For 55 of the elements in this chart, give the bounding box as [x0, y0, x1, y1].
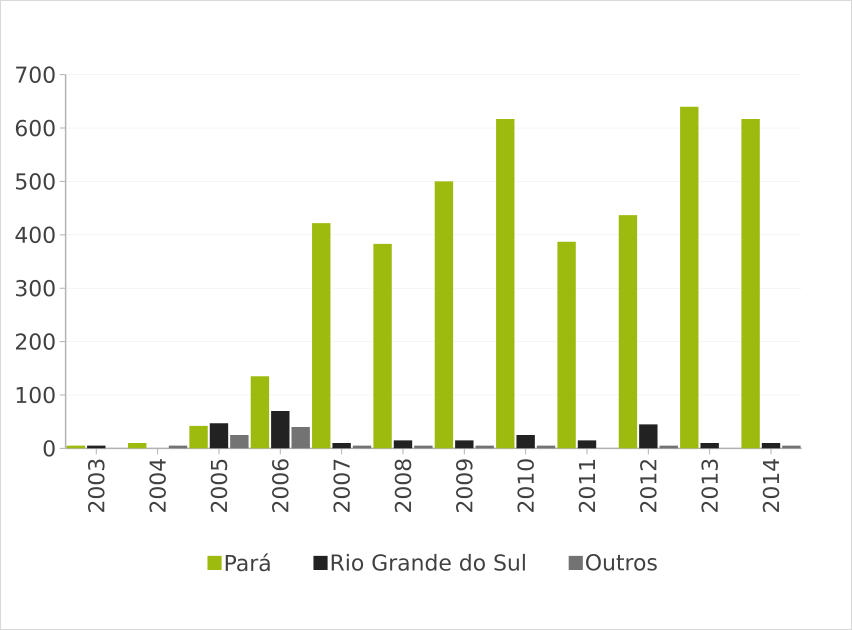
bar — [618, 215, 638, 448]
x-tick-label: 2004 — [149, 459, 166, 512]
bar — [414, 446, 433, 448]
y-tick-label: 200 — [16, 333, 55, 350]
bar — [578, 440, 596, 448]
x-tick-label: 2003 — [88, 460, 105, 512]
x-tick-label: 2008 — [394, 459, 412, 512]
bar — [782, 446, 801, 448]
x-tick-label: 2013 — [701, 460, 718, 512]
legend-label: Rio Grande do Sul — [332, 554, 525, 571]
bar — [741, 118, 760, 448]
bar — [250, 376, 270, 448]
bar — [557, 242, 576, 448]
bar — [680, 106, 698, 448]
legend-label: Outros — [586, 554, 657, 571]
bar — [496, 118, 514, 448]
x-tick-label: 2005 — [210, 460, 228, 512]
bar — [168, 446, 188, 448]
y-tick-label: 100 — [16, 386, 55, 404]
bar — [516, 434, 535, 448]
x-tick-label: 2009 — [456, 459, 473, 512]
x-tick-label: 2010 — [517, 459, 534, 512]
bar — [455, 440, 474, 448]
bar — [352, 446, 372, 448]
bar — [700, 443, 719, 448]
bar — [373, 244, 392, 448]
bar — [660, 446, 678, 448]
x-tick-label: 2006 — [272, 459, 289, 512]
x-tick-label: 2014 — [762, 459, 780, 512]
bar — [476, 446, 494, 448]
x-tick-label: 2012 — [640, 460, 657, 512]
y-tick-label: 600 — [16, 120, 55, 136]
y-tick-label: 0 — [44, 440, 55, 457]
bar — [291, 426, 310, 448]
bar — [434, 181, 454, 448]
bar — [271, 410, 290, 448]
y-tick-label: 500 — [16, 173, 55, 190]
bar — [332, 443, 351, 448]
bar — [536, 446, 556, 448]
y-tick-label: 700 — [16, 66, 55, 83]
x-tick-label: 2011 — [578, 460, 596, 512]
bar — [189, 426, 208, 448]
x-tick-label: 2007 — [333, 460, 350, 512]
bar — [210, 423, 228, 448]
bar — [762, 443, 780, 448]
legend-label: Pará — [226, 553, 270, 572]
y-tick-label: 400 — [15, 226, 55, 244]
bar — [394, 440, 412, 448]
bar — [230, 434, 249, 448]
y-tick-label: 300 — [16, 280, 55, 296]
bar — [66, 446, 86, 448]
bar — [312, 223, 330, 448]
bar — [128, 443, 146, 448]
bar — [639, 424, 658, 448]
bar — [87, 446, 106, 448]
